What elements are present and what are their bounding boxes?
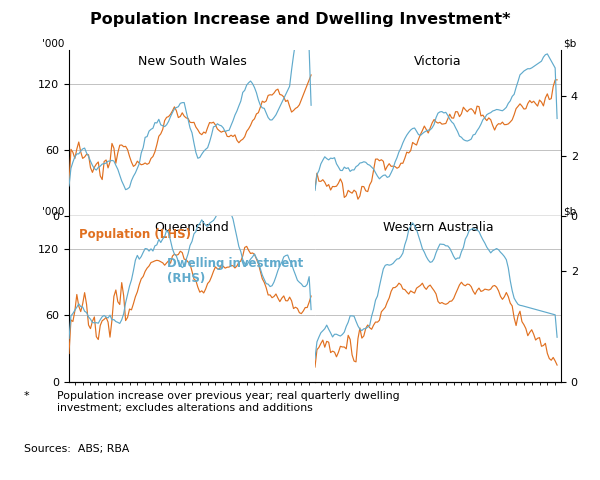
Text: Western Australia: Western Australia <box>383 221 493 234</box>
Text: $b: $b <box>563 39 576 49</box>
Text: Population (LHS): Population (LHS) <box>79 228 191 240</box>
Text: Sources:  ABS; RBA: Sources: ABS; RBA <box>24 444 130 454</box>
Text: Dwelling investment
(RHS): Dwelling investment (RHS) <box>167 257 304 286</box>
Text: Victoria: Victoria <box>414 55 462 68</box>
Text: New South Wales: New South Wales <box>137 55 247 68</box>
Text: '000: '000 <box>43 39 65 49</box>
Text: $b: $b <box>563 207 576 217</box>
Text: Population increase over previous year; real quarterly dwelling
investment; excl: Population increase over previous year; … <box>57 391 400 413</box>
Text: Population Increase and Dwelling Investment*: Population Increase and Dwelling Investm… <box>90 12 510 27</box>
Text: *: * <box>24 391 29 401</box>
Text: Queensland: Queensland <box>155 221 229 234</box>
Text: '000: '000 <box>43 207 65 217</box>
